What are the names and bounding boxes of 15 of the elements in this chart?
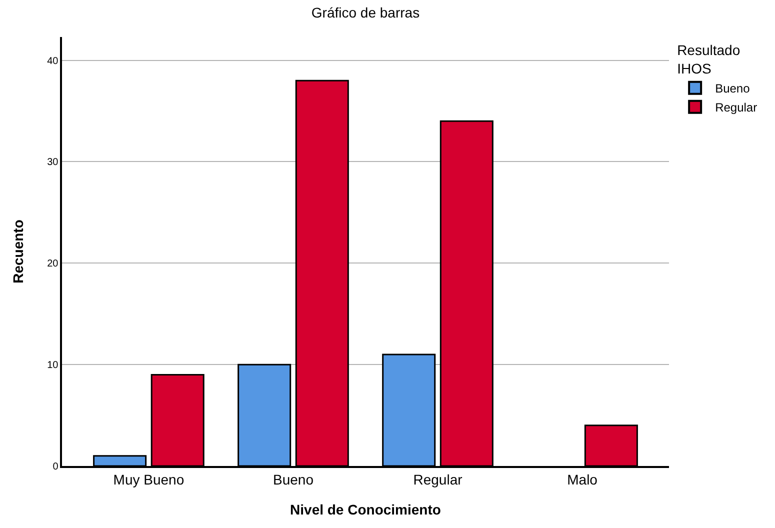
y-tick-label: 40 [47,56,59,67]
y-tick-label: 30 [47,157,59,168]
legend-label: Bueno [715,82,750,96]
legend-label: Regular [715,100,758,115]
x-axis-title: Nivel de Conocimiento [290,501,441,518]
chart-title: Gráfico de barras [311,4,420,21]
x-tick-label: Malo [567,472,598,488]
y-tick-label: 20 [47,258,59,270]
x-tick-label: Bueno [273,472,314,488]
y-axis-title: Recuento [10,220,26,284]
y-tick-label: 10 [47,360,59,372]
legend-title: Resultado IHOS [677,42,740,76]
y-tick-label: 0 [52,462,59,472]
x-tick-label: Muy Bueno [113,472,184,488]
x-tick-label: Regular [413,472,463,488]
